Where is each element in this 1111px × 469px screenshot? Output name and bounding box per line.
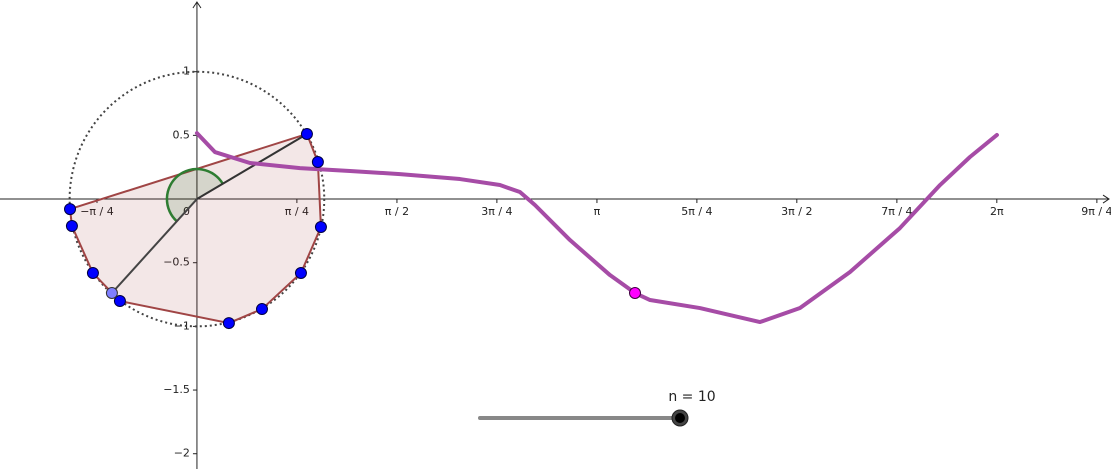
- curve: [194, 131, 999, 325]
- polygon-vertex: [222, 317, 235, 330]
- x-tick-label: π / 4: [285, 205, 309, 218]
- polygon-vertex: [113, 295, 126, 308]
- polygon-vertex: [311, 155, 324, 168]
- x-tick-label: 2π: [990, 205, 1004, 218]
- segment-to-point: [111, 198, 198, 294]
- y-tick-label: −2: [174, 447, 190, 460]
- polygon-vertex: [86, 267, 99, 280]
- polygon-vertex: [314, 221, 327, 234]
- y-axis-arrow: [192, 1, 202, 9]
- slider-knob-center: [675, 413, 685, 423]
- x-tick-label: π: [594, 205, 601, 218]
- polygon-vertex: [294, 267, 307, 280]
- moving-point[interactable]: [105, 287, 118, 300]
- polygon-vertex: [300, 127, 313, 140]
- polygon-vertex: [65, 220, 78, 233]
- x-tick-label: π / 2: [385, 205, 409, 218]
- y-tick-label: −1.5: [163, 383, 190, 396]
- angle-sector: [166, 169, 223, 222]
- polygon-vertex: [255, 303, 268, 316]
- y-tick-label: −0.5: [163, 256, 190, 269]
- x-tick-label: 7π / 4: [881, 205, 912, 218]
- x-tick-label: 9π / 4: [1081, 205, 1111, 218]
- x-tick-label: −π / 4: [80, 205, 114, 218]
- curve-point: [629, 287, 642, 300]
- x-tick-label: 3π / 4: [481, 205, 512, 218]
- polygon-vertex: [64, 203, 77, 216]
- x-tick-label: 3π / 2: [781, 205, 812, 218]
- y-tick-label: 1: [183, 65, 190, 78]
- x-axis-arrow: [1102, 194, 1110, 204]
- y-tick-label: 0.5: [172, 128, 190, 141]
- slider-label: n = 10: [668, 389, 715, 405]
- segment-to-vertex: [196, 133, 308, 200]
- x-tick-label: 5π / 4: [681, 205, 712, 218]
- angle-arc: [165, 167, 224, 223]
